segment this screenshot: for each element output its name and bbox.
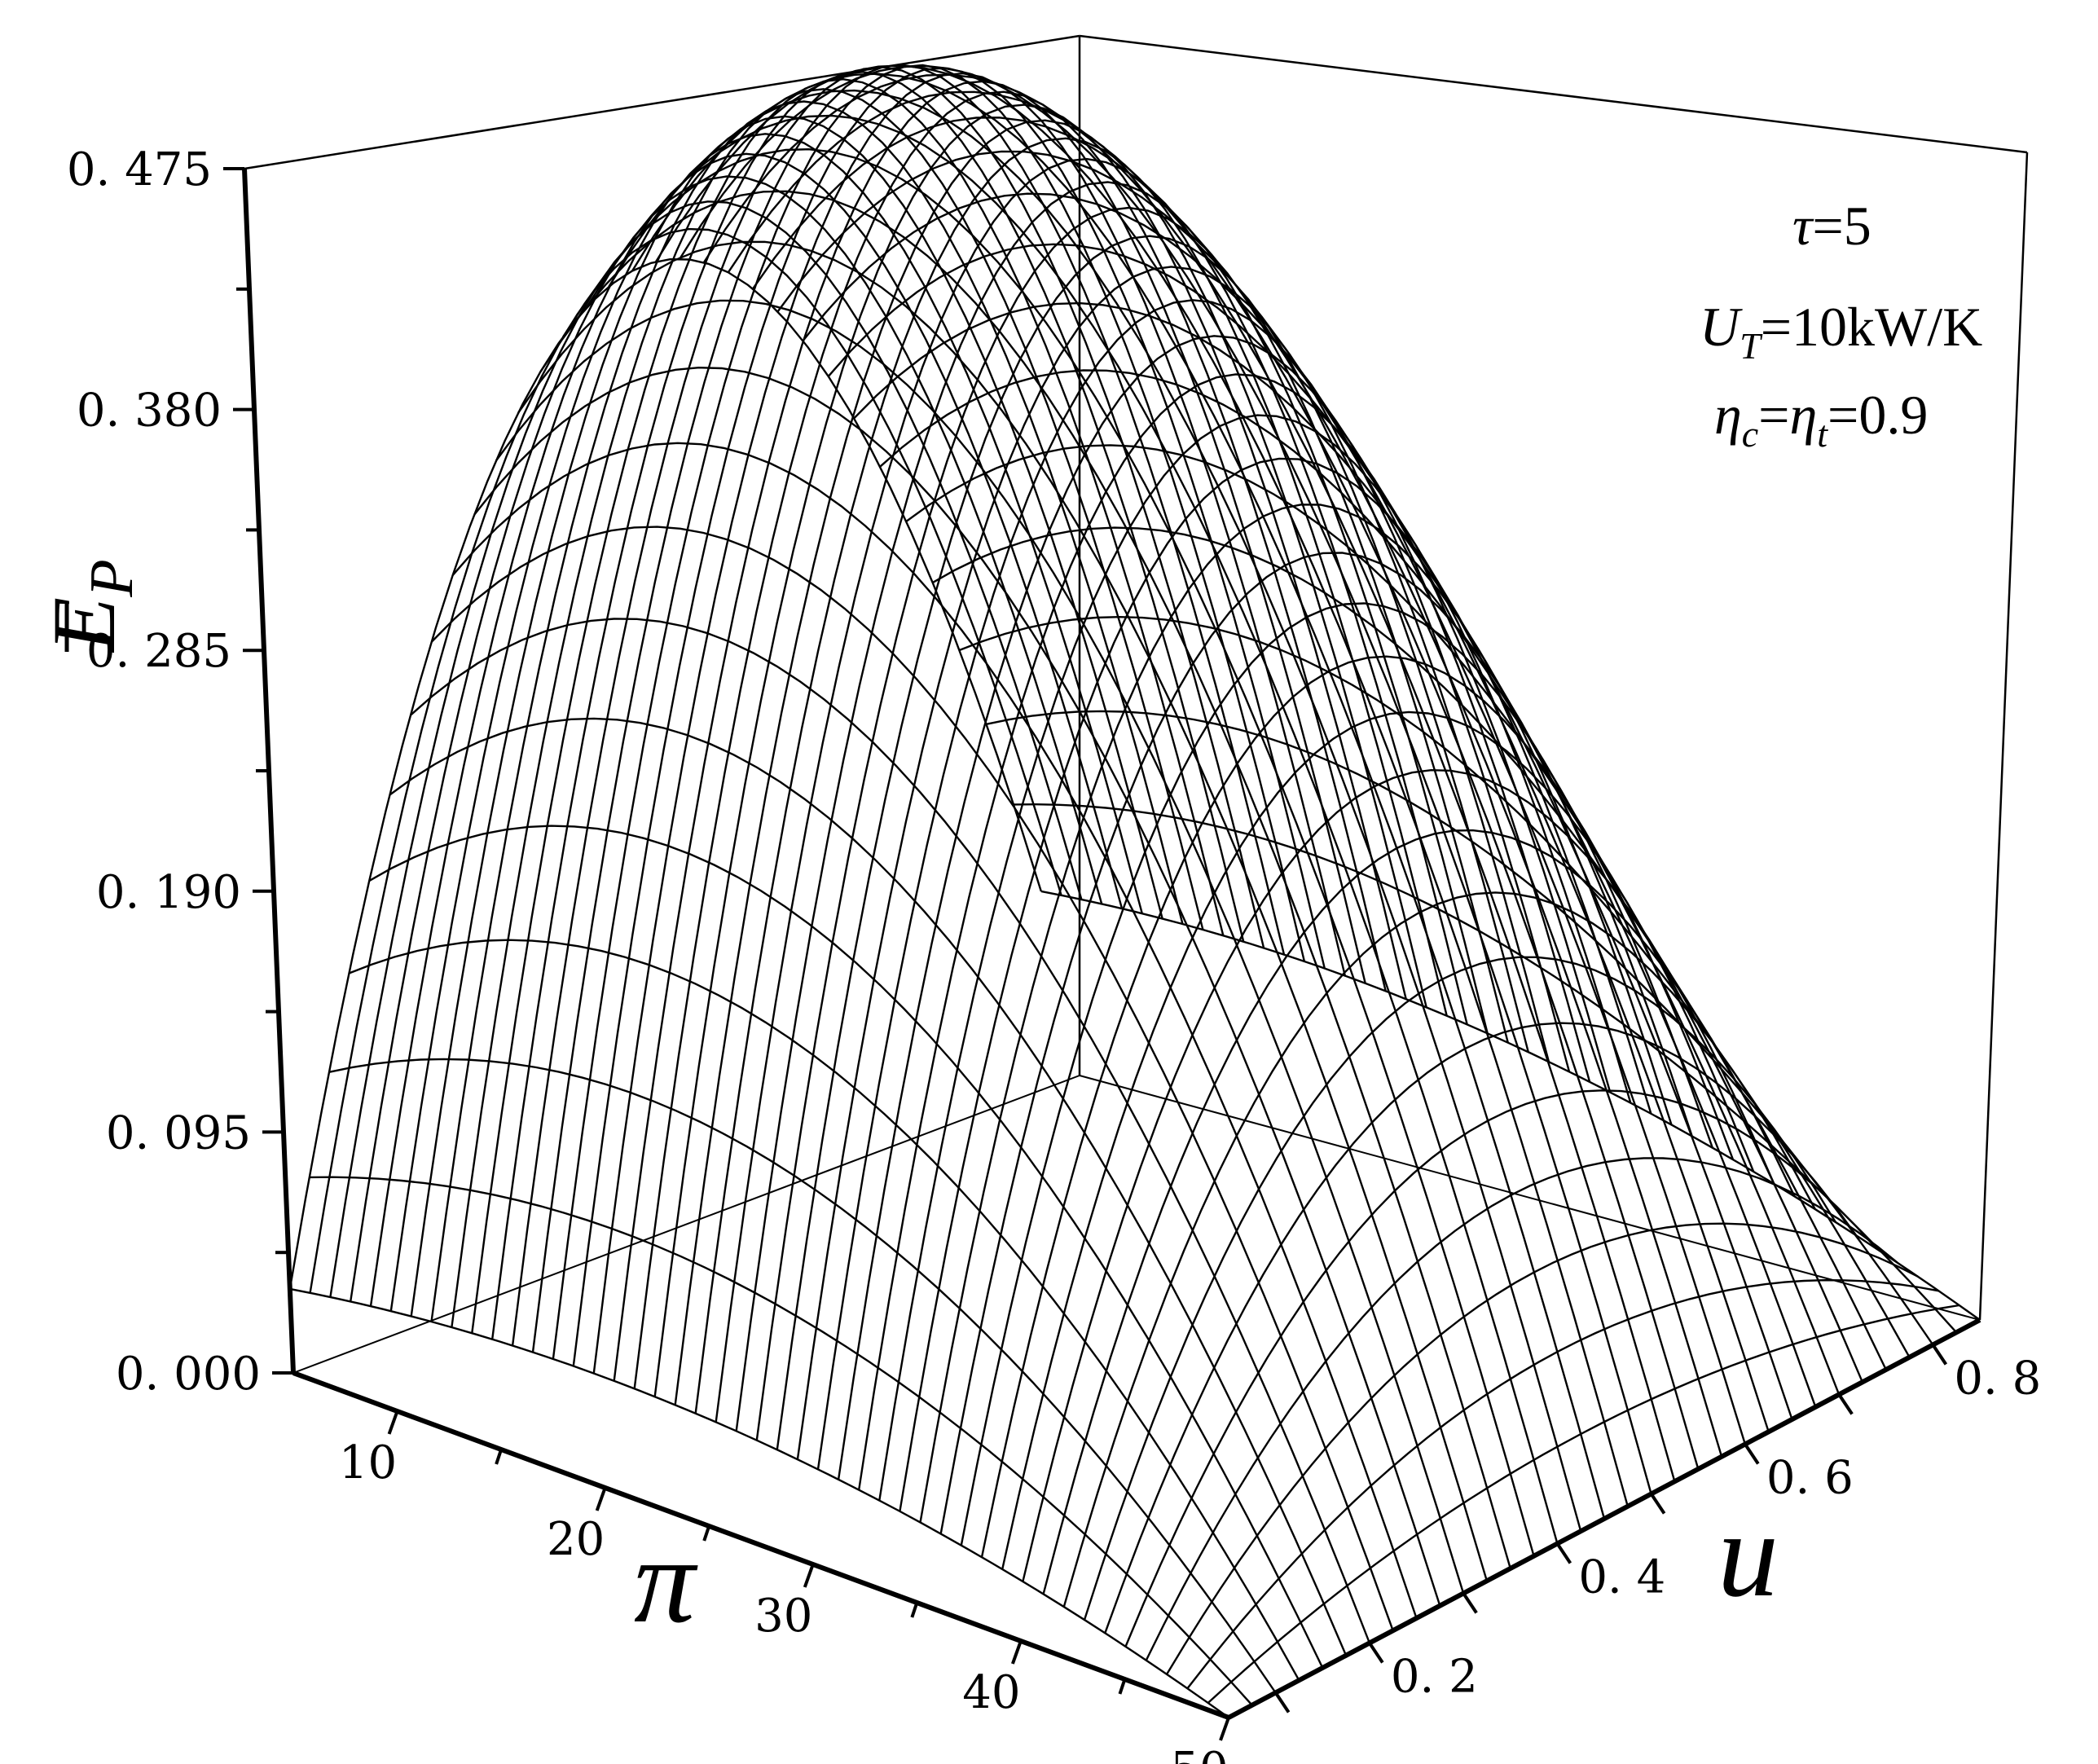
mesh-line-const-u (879, 369, 1841, 1395)
mesh-line-const-u (702, 73, 1676, 1482)
y-tick (1649, 1493, 1666, 1515)
y-tick (1837, 1393, 1854, 1415)
y-tick-label: 0. 4 (1578, 1551, 1665, 1604)
x-tick-label: 30 (754, 1590, 812, 1643)
mesh-line-const-u (932, 526, 1887, 1370)
z-tick-label: 0. 285 (86, 625, 231, 678)
mesh-line-const-u (827, 243, 1793, 1420)
mesh-line-const-u (561, 147, 1535, 1557)
z-tick-labels: 0. 000 0. 095 0. 190 0. 285 0. 380 0. 47… (67, 143, 261, 1401)
x-tick (1219, 1717, 1230, 1741)
z-tick-label: 0. 000 (116, 1348, 261, 1401)
mesh-line-const-u (451, 442, 1418, 1619)
y-tick-label: 0. 2 (1391, 1651, 1478, 1704)
y-tick (1555, 1542, 1572, 1564)
mesh-line-const-u (289, 1287, 1229, 1718)
floor-left-edge (292, 1075, 1080, 1374)
mesh-line-const-u (776, 150, 1747, 1445)
mesh-line-const-u (752, 117, 1723, 1458)
z-axis-title-main: EP (34, 559, 146, 653)
x-tick (595, 1487, 607, 1511)
x-tick-label: 50 (1170, 1743, 1228, 1764)
mesh-line-const-u (410, 618, 1371, 1643)
x-tick-label: 20 (547, 1513, 605, 1566)
surface-mesh (288, 64, 1981, 1719)
x-tick (387, 1410, 399, 1435)
z-tick-label: 0. 095 (106, 1106, 251, 1159)
z-tick-label: 0. 380 (77, 385, 222, 438)
y-tick (1273, 1691, 1291, 1713)
mesh-line-const-u (495, 299, 1465, 1594)
mesh-line-const-u (389, 717, 1348, 1656)
mesh-line-const-u (539, 190, 1511, 1569)
x-tick-label: 10 (339, 1436, 397, 1489)
mesh-line-const-pi (288, 257, 1042, 1290)
z-tick-label: 0. 190 (96, 866, 241, 919)
mesh-line-const-u (348, 939, 1300, 1681)
annotation-eta: ηc=ηt=0.9 (1714, 384, 1928, 455)
mesh-line-const-u (430, 526, 1394, 1631)
x-tick (1118, 1678, 1127, 1695)
x-axis (292, 1370, 1230, 1720)
back-left-top-edge (244, 34, 1080, 170)
mesh-line-const-u (986, 710, 1934, 1346)
tick-marks (223, 167, 1948, 1741)
mesh-line-const-pi (350, 175, 1103, 1302)
z-axis-title: EP (34, 559, 146, 653)
y-axis-title: u (1718, 1487, 1779, 1622)
mesh-line-const-pi (329, 200, 1083, 1298)
mesh-line-const-pi (592, 72, 1346, 1374)
mesh-line-const-u (517, 240, 1489, 1581)
x-tick (910, 1602, 919, 1618)
mesh-line-const-u (905, 444, 1864, 1383)
floor-right-edge (1079, 1075, 1981, 1321)
mesh-line-const-pi (796, 266, 1550, 1460)
z-axis-title-sub: P (77, 559, 146, 597)
mesh-line-const-u (1040, 890, 1981, 1321)
y-tick-label: 0. 8 (1954, 1353, 2041, 1405)
annotations: τ=5 UT=10kW/K ηc=ηt=0.9 (1700, 195, 1982, 455)
mesh-line-const-u (631, 73, 1606, 1520)
mesh-line-const-u (473, 366, 1441, 1607)
back-right-top-edge (1079, 34, 2028, 154)
mesh-line-const-u (328, 1058, 1277, 1694)
mesh-line-const-pi (980, 655, 1735, 1558)
mesh-line-const-pi (1166, 1222, 1919, 1675)
x-axis-title: π (634, 1513, 698, 1648)
x-tick (803, 1564, 815, 1588)
z-tick-label: 0. 475 (67, 143, 212, 196)
x-tick-label: 40 (962, 1666, 1020, 1719)
y-tick-labels: 0. 2 0. 4 0. 6 0. 8 (1391, 1353, 2041, 1704)
mesh-line-const-u (1014, 803, 1958, 1334)
x-tick-labels: 10 20 30 40 50 (339, 1436, 1229, 1764)
y-tick-label: 0. 6 (1766, 1452, 1854, 1505)
annotation-ut: UT=10kW/K (1700, 296, 1982, 367)
y-tick (1368, 1642, 1384, 1664)
mesh-line-const-u (584, 114, 1559, 1544)
mesh-line-const-pi (899, 457, 1652, 1512)
x-tick (702, 1525, 711, 1542)
annotation-tau: τ=5 (1792, 195, 1871, 257)
mesh-line-const-u (679, 64, 1652, 1494)
mesh-line-const-u (654, 64, 1629, 1507)
mesh-line-const-u (727, 90, 1700, 1470)
y-tick (1931, 1344, 1948, 1366)
x-tick (1011, 1640, 1023, 1665)
x-tick (495, 1449, 504, 1465)
right-vertical-edge (1978, 152, 2029, 1321)
y-tick (1744, 1443, 1760, 1465)
mesh-line-const-u (853, 301, 1817, 1408)
mesh-line-const-u (309, 1176, 1253, 1706)
mesh-line-const-u (368, 825, 1324, 1669)
mesh-line-const-u (959, 615, 1911, 1358)
mesh-line-const-pi (735, 181, 1489, 1432)
y-tick (1462, 1592, 1478, 1614)
mesh-line-const-pi (389, 133, 1143, 1312)
